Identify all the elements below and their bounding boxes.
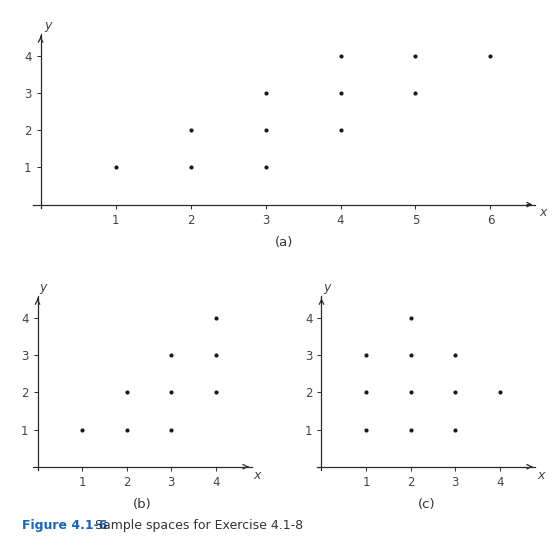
Text: x: x [538, 469, 545, 482]
Text: (c): (c) [417, 498, 435, 511]
Text: (a): (a) [275, 236, 294, 249]
Text: x: x [254, 469, 261, 482]
Text: y: y [323, 281, 331, 294]
Text: (b): (b) [133, 498, 152, 511]
Text: Sample spaces for Exercise 4.1-8: Sample spaces for Exercise 4.1-8 [91, 519, 303, 532]
Text: y: y [40, 281, 47, 294]
Text: Figure 4.1-6: Figure 4.1-6 [22, 519, 108, 532]
Text: x: x [539, 207, 546, 220]
Text: y: y [44, 18, 52, 32]
